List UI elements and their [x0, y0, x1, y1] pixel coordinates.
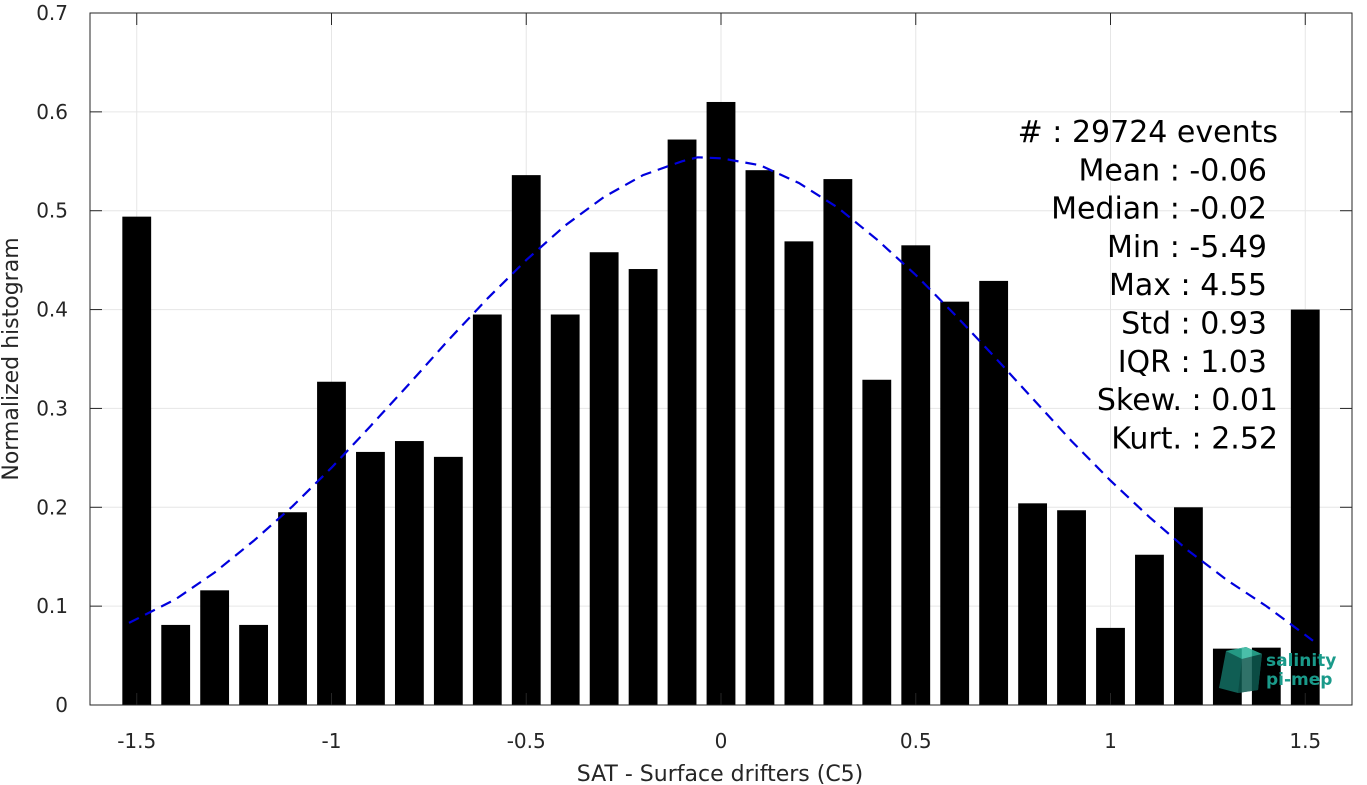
histogram-bar [940, 301, 970, 705]
stat-line: Skew. : 0.01 [1097, 383, 1278, 418]
histogram-bar [550, 314, 580, 705]
x-tick-label: -0.5 [507, 729, 546, 753]
stat-line: Kurt. : 2.52 [1111, 421, 1278, 456]
stat-line: Median : -0.02 [1051, 192, 1267, 227]
stat-line: Min : -5.49 [1107, 230, 1267, 265]
y-axis-title: Normalized histogram [0, 237, 24, 480]
axes-frame [89, 12, 1353, 706]
histogram-bar [784, 241, 814, 706]
histogram-bar [628, 269, 658, 705]
histogram-bar [862, 379, 892, 705]
cube-logo-icon [1219, 647, 1262, 693]
histogram-bar [278, 512, 307, 705]
histogram-bar [706, 101, 736, 705]
x-tick-labels: -1.5 -1 -0.5 0 0.5 1 1.5 [117, 729, 1321, 753]
histogram-bar [317, 381, 346, 705]
histogram-bar [901, 245, 931, 706]
histogram-bar [589, 252, 619, 705]
x-tick-label: 1 [1104, 729, 1117, 753]
histogram-bar [1057, 510, 1086, 705]
histogram-bar [745, 170, 775, 705]
y-tick-label: 0 [55, 693, 68, 717]
x-tick-label: 1.5 [1289, 729, 1321, 753]
y-tick-label: 0.7 [36, 1, 68, 25]
histogram-bar [823, 179, 853, 705]
stat-line: Std : 0.93 [1121, 307, 1267, 342]
stat-line: Mean : -0.06 [1078, 153, 1267, 188]
x-axis-title: SAT - Surface drifters (C5) [577, 762, 864, 785]
histogram-bar [1290, 309, 1320, 705]
histogram-bar [200, 590, 230, 705]
logo-line-pi-mep: pi-mep [1266, 670, 1332, 690]
x-tick-label: 0.5 [900, 729, 932, 753]
y-tick-label: 0.5 [36, 199, 68, 223]
x-tick-label: -1.5 [117, 729, 156, 753]
histogram-bar [1135, 554, 1164, 705]
histogram-bar [433, 456, 463, 705]
y-tick-label: 0.3 [36, 396, 68, 420]
histogram-bar [979, 280, 1009, 705]
histogram-bar [394, 441, 424, 705]
y-tick-label: 0.2 [36, 495, 68, 519]
x-tick-label: 0 [715, 729, 728, 753]
salinity-pi-mep-logo: salinity pi-mep [1219, 647, 1336, 693]
histogram-bar [161, 624, 191, 705]
histogram-bars [122, 101, 1320, 706]
histogram-bar [472, 314, 502, 705]
histogram-bar [667, 139, 697, 706]
stat-line: Max : 4.55 [1109, 268, 1267, 303]
histogram-bar [1173, 507, 1203, 705]
y-tick-label: 0.1 [36, 594, 68, 618]
histogram-bar [356, 451, 385, 705]
y-tick-label: 0.6 [36, 100, 68, 124]
histogram-bar [1096, 627, 1125, 705]
histogram-bar [122, 216, 152, 705]
histogram-bar [239, 624, 269, 705]
stat-line: # : 29724 events [1018, 115, 1278, 150]
logo-line-salinity: salinity [1266, 651, 1336, 671]
stat-line: IQR : 1.03 [1118, 345, 1267, 380]
y-tick-labels: 0 0.1 0.2 0.3 0.4 0.5 0.6 0.7 [36, 1, 68, 717]
histogram-bar [511, 175, 541, 705]
histogram-bar [1018, 503, 1048, 705]
y-tick-label: 0.4 [36, 298, 68, 322]
x-tick-label: -1 [322, 729, 342, 753]
